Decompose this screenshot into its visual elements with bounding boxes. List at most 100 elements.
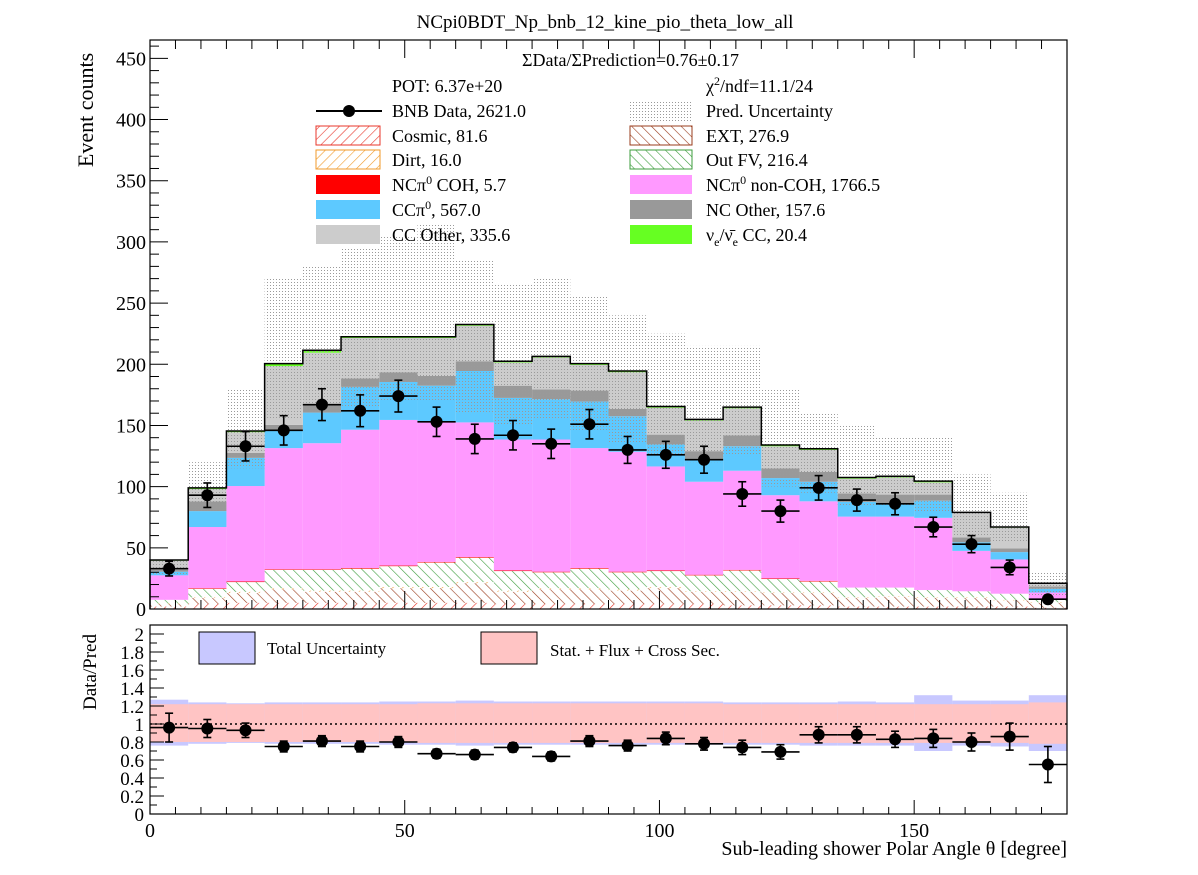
stack-cosmic bbox=[150, 602, 1067, 609]
bar-cosmic bbox=[150, 606, 189, 609]
data-point bbox=[889, 497, 902, 510]
bar-cosmic bbox=[952, 606, 991, 609]
data-point bbox=[1041, 593, 1054, 606]
bar-ext bbox=[302, 591, 342, 603]
ratio-point bbox=[468, 748, 481, 761]
pred-unc-bin bbox=[1028, 572, 1067, 597]
bar-cosmic bbox=[684, 604, 724, 609]
svg-text:CC Other, 335.6: CC Other, 335.6 bbox=[392, 225, 510, 245]
ratio-panel: 00.20.40.60.811.21.41.61.82 0 50 100 150 Da… bbox=[80, 624, 1068, 860]
bar-ncnoncoh bbox=[570, 448, 609, 569]
legend-cc-other: CC Other, 335.6 bbox=[316, 225, 510, 245]
y-tick-label: 350 bbox=[116, 171, 146, 193]
bar-cosmic bbox=[493, 604, 533, 609]
y-axis-label: Event counts bbox=[73, 53, 98, 167]
pred-unc-bin bbox=[608, 315, 647, 444]
bar-ext bbox=[990, 600, 1029, 607]
stack-nccoh bbox=[188, 556, 838, 589]
bar-nccoh bbox=[302, 569, 342, 570]
bar-ext bbox=[875, 596, 915, 607]
bar-nccoh bbox=[455, 556, 494, 558]
bar-dirt bbox=[608, 589, 647, 591]
svg-text:Out FV, 216.4: Out FV, 216.4 bbox=[706, 150, 808, 170]
bar-ncnoncoh bbox=[684, 481, 724, 575]
data-point bbox=[277, 424, 290, 437]
bar-ext bbox=[646, 588, 685, 605]
data-point bbox=[659, 448, 672, 461]
x-axis: 0 50 100 150 bbox=[145, 800, 1068, 842]
bar-outfv bbox=[302, 569, 342, 591]
ratio-point bbox=[239, 724, 252, 737]
ratio-points bbox=[150, 712, 1067, 784]
bar-outfv bbox=[379, 566, 418, 587]
bar-ncnoncoh bbox=[417, 422, 456, 562]
ratio-point bbox=[430, 747, 443, 760]
prediction-total-outline bbox=[149, 323, 1068, 609]
x-tick-label: 100 bbox=[644, 820, 674, 842]
legend-ext: EXT, 276.9 bbox=[629, 125, 789, 146]
legend-ncpi0-noncoh: NCπ0 non-COH, 1766.5 bbox=[630, 173, 880, 195]
stat-unc-bin bbox=[455, 703, 494, 743]
data-point bbox=[736, 487, 749, 500]
bar-outfv bbox=[990, 593, 1029, 600]
bar-ncnoncoh bbox=[608, 451, 647, 572]
legend-stat-uncertainty: Stat. + Flux + Cross Sec. bbox=[480, 631, 720, 665]
bar-dirt bbox=[264, 588, 303, 590]
ratio-point bbox=[736, 741, 749, 754]
bar-outfv bbox=[914, 590, 953, 598]
data-pred-ratio-text: ΣData/ΣPrediction=0.76±0.17 bbox=[522, 50, 739, 70]
bar-cosmic bbox=[341, 604, 380, 609]
ratio-point bbox=[850, 728, 863, 741]
bar-dirt bbox=[761, 592, 800, 594]
y-tick-label: 100 bbox=[116, 477, 146, 499]
bar-outfv bbox=[417, 562, 456, 587]
bar-outfv bbox=[723, 570, 762, 592]
ratio-y-tick-label: 0.4 bbox=[120, 769, 144, 790]
bar-nccoh bbox=[417, 561, 456, 563]
bar-dirt bbox=[952, 597, 991, 598]
stat-unc-bin bbox=[684, 703, 724, 743]
data-point bbox=[468, 432, 481, 445]
ratio-point bbox=[927, 732, 940, 745]
ratio-legend: Total Uncertainty Stat. + Flux + Cross S… bbox=[198, 631, 720, 665]
bar-cosmic bbox=[570, 604, 609, 609]
ratio-point bbox=[812, 728, 825, 741]
bar-ext bbox=[684, 591, 724, 605]
legend-dirt: Dirt, 16.0 bbox=[315, 149, 462, 170]
x-tick-label: 150 bbox=[899, 820, 929, 842]
pred-unc-bin bbox=[341, 248, 380, 408]
ratio-y-tick-label: 1.2 bbox=[120, 697, 144, 718]
pred-unc-bin bbox=[952, 474, 991, 536]
data-point bbox=[201, 489, 214, 502]
bar-dirt bbox=[341, 590, 380, 592]
bar-outfv bbox=[150, 599, 189, 604]
data-point bbox=[430, 415, 443, 428]
pred-unc-bin bbox=[532, 278, 571, 420]
stat-unc-bin bbox=[264, 704, 303, 742]
pred-unc-bin bbox=[723, 345, 762, 457]
bar-cosmic bbox=[608, 604, 647, 609]
data-point bbox=[315, 398, 328, 411]
bar-ncnoncoh bbox=[226, 486, 265, 582]
legend-total-uncertainty: Total Uncertainty bbox=[198, 631, 387, 665]
ratio-point bbox=[506, 741, 519, 754]
bar-nccoh bbox=[379, 565, 418, 567]
ratio-point bbox=[201, 722, 214, 735]
bar-ccpi0 bbox=[990, 552, 1029, 560]
ratio-point bbox=[965, 736, 978, 748]
pred-unc-bin bbox=[417, 223, 456, 401]
bar-cosmic bbox=[799, 605, 838, 609]
bar-outfv bbox=[799, 581, 838, 593]
bar-dirt bbox=[188, 597, 227, 598]
bar-ncnoncoh bbox=[150, 575, 189, 600]
bar-outfv bbox=[532, 572, 571, 589]
bar-nccoh bbox=[188, 588, 227, 589]
bar-dirt bbox=[914, 597, 953, 598]
pred-unc-bin bbox=[914, 437, 953, 512]
data-point bbox=[965, 538, 978, 551]
bar-ncnoncoh bbox=[837, 516, 876, 588]
ratio-y-tick-label: 1.6 bbox=[120, 661, 144, 682]
bar-cosmic bbox=[226, 602, 265, 609]
legend-ccpi0: CCπ0, 567.0 bbox=[316, 198, 481, 220]
